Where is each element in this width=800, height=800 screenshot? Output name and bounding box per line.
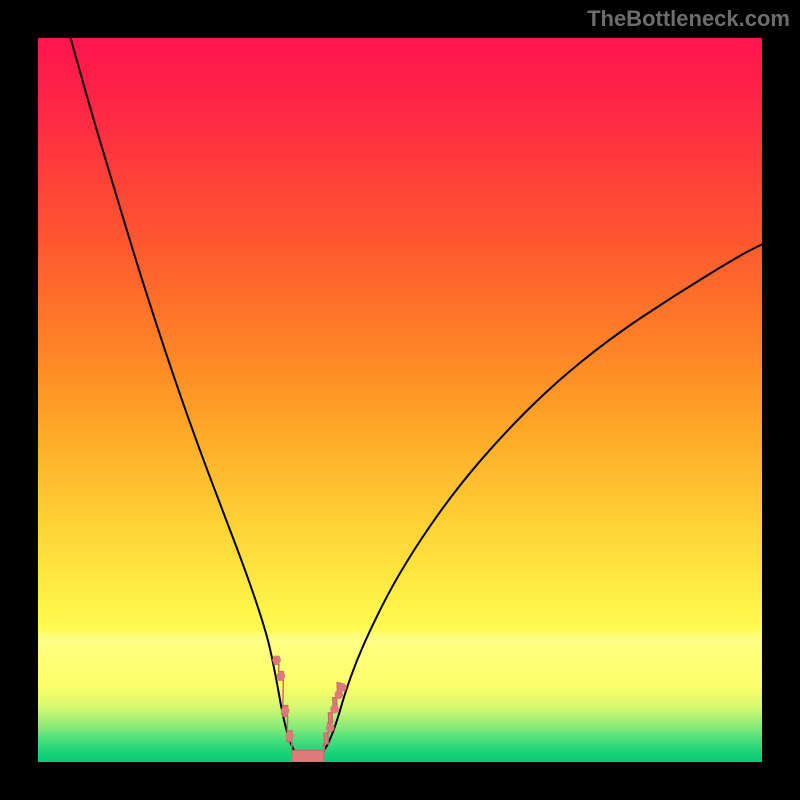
trough-dot [281,706,290,715]
trough-dot [338,683,347,692]
trough-dot [326,724,335,733]
gradient-background [38,38,762,762]
trough-dot [330,705,339,714]
bottleneck-plot [38,38,762,762]
trough-dot [277,672,286,681]
trough-dot [285,732,294,741]
trough-dot [272,656,281,665]
watermark-text: TheBottleneck.com [587,6,790,32]
chart-root: TheBottleneck.com [0,0,800,800]
